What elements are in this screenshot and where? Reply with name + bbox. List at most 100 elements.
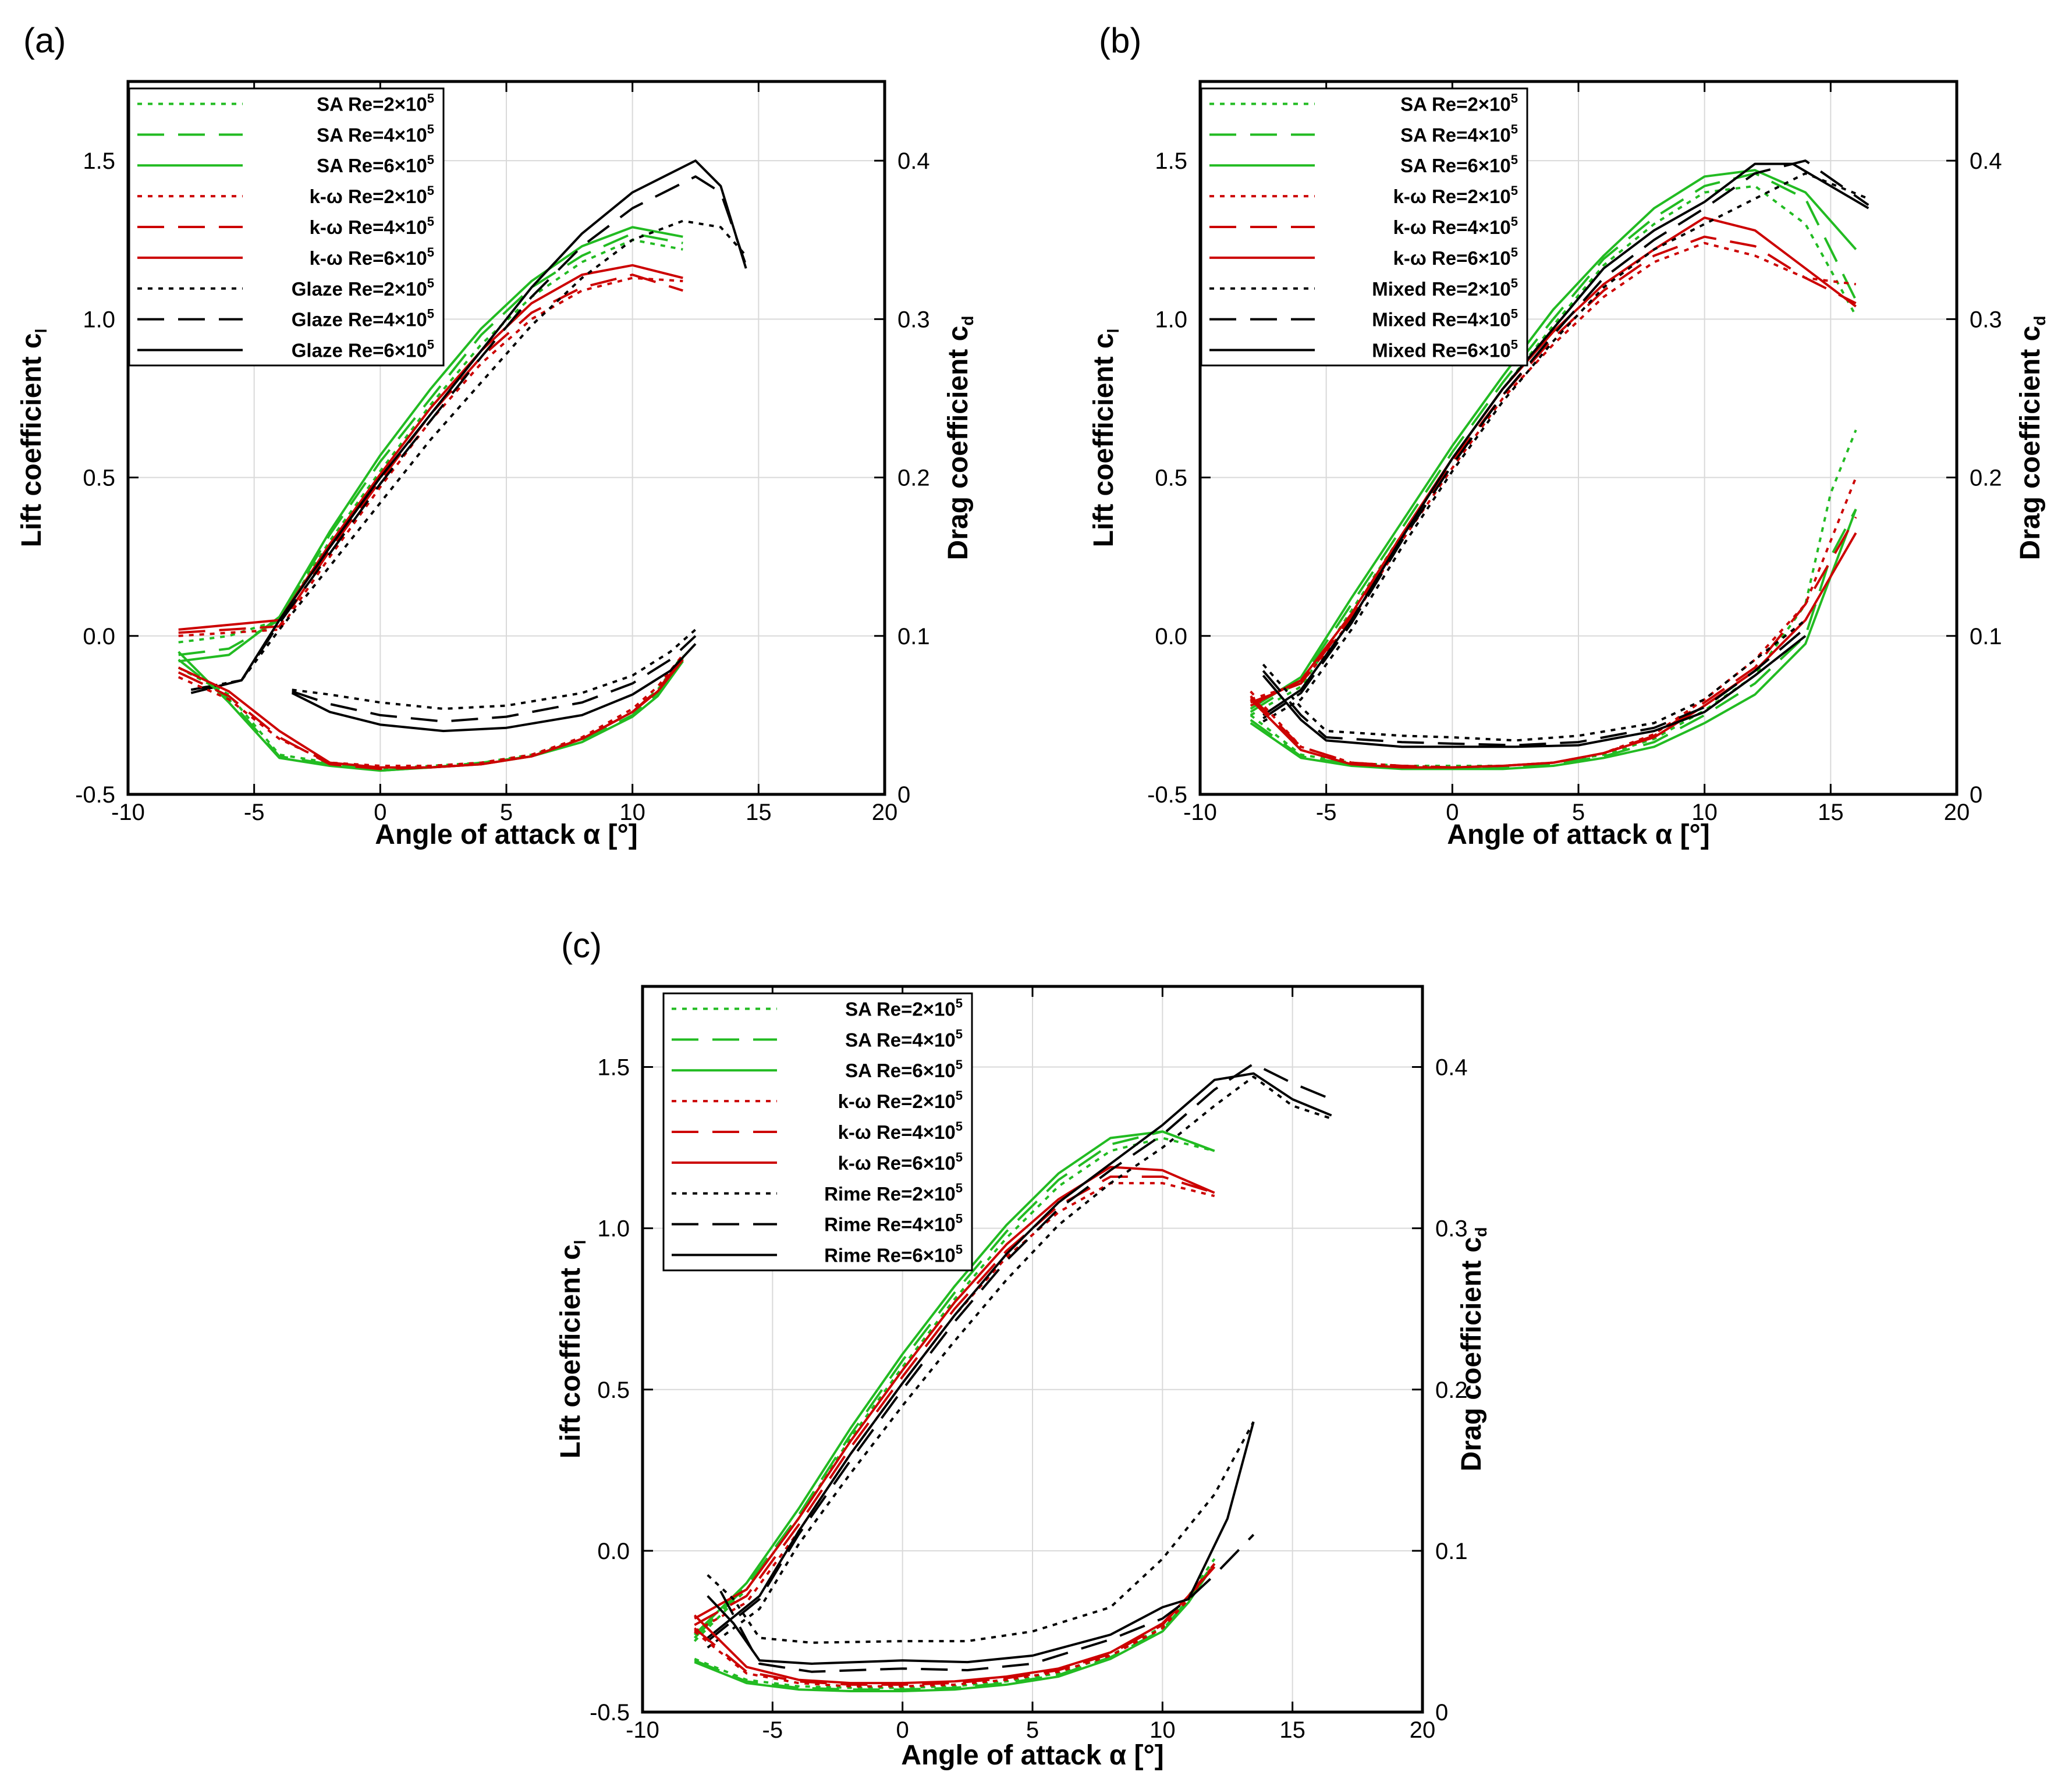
series-line (1262, 172, 1869, 723)
series-line (693, 1566, 1216, 1685)
x-axis-label: Angle of attack α [°] (1447, 819, 1709, 850)
legend-entry-label: k-ω Re=4×105 (1393, 214, 1518, 238)
y-left-tick-label: 1.0 (1155, 307, 1187, 332)
legend-entry-label: SA Re=2×105 (845, 996, 963, 1020)
legend-entry-label: k-ω Re=2×105 (310, 183, 434, 207)
legend-entry-label: k-ω Re=6×105 (838, 1150, 963, 1174)
series-line (1262, 635, 1807, 748)
legend-entry-label: Mixed Re=2×105 (1372, 276, 1518, 300)
x-tick-label: -10 (111, 800, 145, 825)
legend-entry-label: k-ω Re=2×105 (838, 1088, 963, 1112)
x-tick-label: 0 (896, 1717, 909, 1743)
y-right-tick-label: 0.4 (1970, 148, 2002, 174)
x-tick-label: 20 (1944, 800, 1970, 825)
y-left-tick-label: 1.0 (597, 1216, 630, 1242)
legend-entry-label: Mixed Re=4×105 (1372, 307, 1518, 331)
y-left-tick-label: 1.0 (83, 307, 115, 332)
legend-entry-label: SA Re=6×105 (1400, 152, 1518, 176)
y-left-tick-label: -0.5 (75, 782, 115, 808)
series-line (693, 1137, 1215, 1642)
y-right-tick-label: 0.3 (1435, 1216, 1468, 1242)
series-group (693, 1063, 1332, 1692)
x-tick-label: 5 (500, 800, 513, 825)
y-left-tick-label: 0.5 (83, 466, 115, 491)
series-line (190, 219, 747, 691)
legend-entry-label: Glaze Re=2×105 (292, 276, 434, 300)
y-right-tick-label: 0.2 (897, 466, 930, 491)
y-left-tick-label: 0.5 (1155, 466, 1187, 491)
y-right-tick-label: 0.4 (1435, 1055, 1468, 1081)
x-tick-label: -10 (1183, 800, 1217, 825)
x-tick-label: 5 (1026, 1717, 1039, 1743)
series-line (178, 654, 684, 767)
series-line (694, 1166, 1215, 1620)
y-right-tick-label: 0.4 (897, 148, 930, 174)
series-line (719, 1533, 1255, 1673)
x-tick-label: 20 (872, 800, 898, 825)
legend-entry-label: k-ω Re=2×105 (1393, 183, 1518, 207)
x-tick-label: 15 (1818, 800, 1844, 825)
legend-entry-label: SA Re=4×105 (845, 1027, 963, 1050)
y-left-tick-label: 0.0 (1155, 624, 1187, 649)
y-left-tick-label: 1.5 (83, 148, 115, 174)
x-tick-label: -5 (1316, 800, 1337, 825)
y-right-axis-label: Drag coefficient cd (1456, 1227, 1490, 1472)
x-tick-label: -10 (626, 1717, 659, 1743)
series-line (1250, 509, 1857, 769)
series-line (292, 628, 697, 710)
x-tick-label: -5 (762, 1717, 783, 1743)
y-left-tick-label: 0.0 (83, 624, 115, 649)
series-line (1262, 159, 1869, 719)
legend: SA Re=2×105 SA Re=4×105 SA Re=6×105 k-ω Re=… (1200, 87, 1528, 367)
panel-label: (a) (23, 21, 66, 60)
x-tick-label: 15 (746, 800, 772, 825)
y-right-tick-label: 0 (1435, 1700, 1448, 1725)
y-left-tick-label: 1.5 (597, 1055, 630, 1081)
y-left-axis-label: Lift coefficient cl (1088, 329, 1122, 548)
legend-entry-label: Glaze Re=6×105 (292, 338, 434, 361)
series-line (707, 1072, 1332, 1639)
legend-entry-label: Rime Re=4×105 (824, 1212, 963, 1235)
series-line (1250, 477, 1857, 769)
series-line (1250, 516, 1857, 769)
series-line (1250, 216, 1857, 707)
series-line (1250, 169, 1857, 710)
chart-panel-1: (a) -10 -5 0 5 10 15 20 -0.5 0.0 0.5 1.0 1.5 0 0.1 0.2 0… (16, 21, 977, 850)
series-line (693, 1130, 1215, 1636)
series-line (1262, 627, 1807, 747)
series-line (707, 1075, 1332, 1649)
legend-entry-label: k-ω Re=6×105 (310, 245, 434, 269)
legend-entry-label: Rime Re=6×105 (824, 1242, 963, 1266)
series-group (178, 159, 747, 772)
x-tick-label: 20 (1410, 1717, 1436, 1743)
series-line (694, 1561, 1216, 1691)
x-tick-label: 10 (619, 800, 645, 825)
chart-panel-3: (c) -10 -5 0 5 10 15 20 -0.5 0.0 0.5 1.0 1.5 0 0.1 0.2 0… (555, 926, 1490, 1771)
series-line (707, 1421, 1255, 1665)
y-left-axis-label: Lift coefficient cl (555, 1240, 589, 1459)
series-line (693, 1130, 1215, 1639)
series-line (178, 657, 684, 772)
y-right-axis-label: Drag coefficient cd (2015, 316, 2049, 560)
series-line (707, 1421, 1255, 1644)
series-line (190, 159, 747, 694)
y-left-tick-label: 0.0 (597, 1539, 630, 1564)
x-axis-label: Angle of attack α [°] (901, 1740, 1163, 1771)
series-line (292, 635, 697, 723)
legend-entry-label: Rime Re=2×105 (824, 1181, 963, 1205)
legend-entry-label: Glaze Re=4×105 (292, 307, 434, 331)
x-tick-label: 10 (1691, 800, 1718, 825)
x-tick-label: 5 (1572, 800, 1585, 825)
x-tick-label: 0 (374, 800, 386, 825)
series-line (694, 1563, 1216, 1692)
y-left-axis-label: Lift coefficient cl (16, 329, 50, 548)
series-line (291, 643, 697, 733)
series-line (178, 239, 683, 644)
series-line (1250, 429, 1857, 767)
series-line (1250, 184, 1857, 716)
x-tick-label: 15 (1279, 1717, 1305, 1743)
legend-entry-label: SA Re=6×105 (845, 1057, 963, 1081)
y-left-tick-label: 1.5 (1155, 148, 1187, 174)
